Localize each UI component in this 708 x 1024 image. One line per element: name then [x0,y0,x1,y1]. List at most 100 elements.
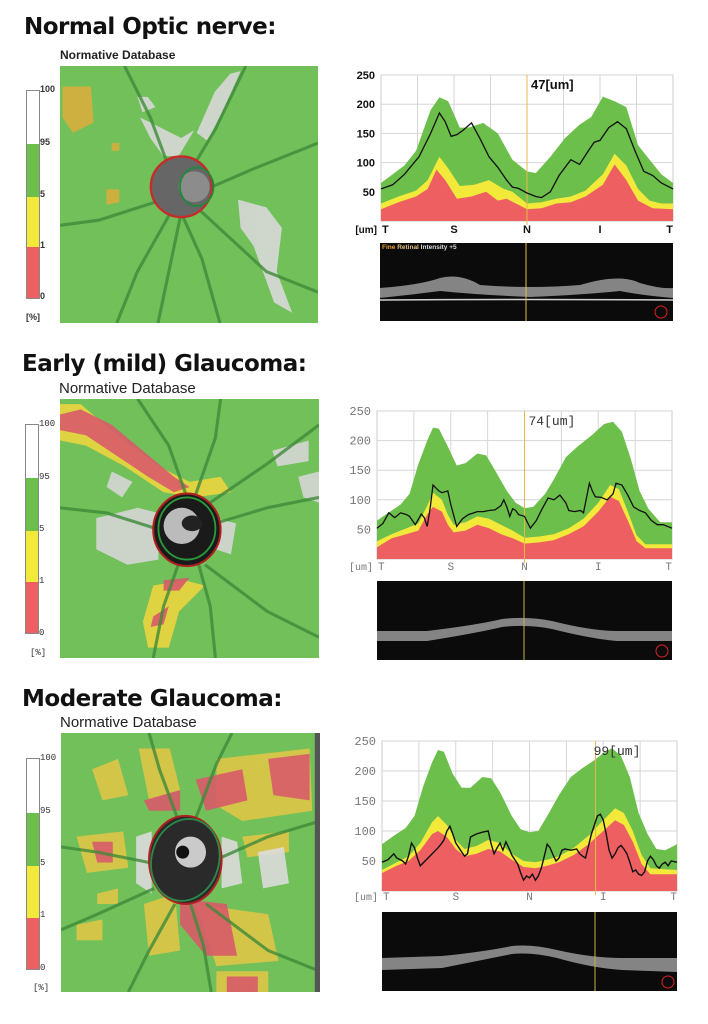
x-tick-label: T [378,562,385,574]
y-tick-label: 50 [357,523,371,537]
cup-contour [157,496,217,561]
cup-contour [179,166,215,207]
panel-title-moderate-glaucoma: Moderate Glaucoma: [22,686,283,712]
retinal-vessels [60,399,319,658]
colorbar-white-segment [26,425,38,479]
red-circle-marker [655,644,669,658]
x-tick-label: T [670,892,677,904]
retinal-layer-band [377,617,672,641]
borderline-patches [62,86,120,205]
y-tick-label: 50 [363,187,375,199]
y-tick-label: 200 [357,99,375,111]
y-tick-label: 250 [354,735,376,749]
oct-label-intensity: Intensity +5 [420,244,457,251]
y-tick-label: 50 [362,855,376,869]
percentile-band-red [382,820,677,891]
measured-thickness-line [381,813,678,882]
x-tick-label: I [600,892,607,904]
x-tick-label: T [382,224,389,236]
colorbar-tick-label: 100 [40,753,57,763]
y-axis-unit-label: [um] [349,562,373,574]
x-tick-label: T [383,892,390,904]
colorbar-tick-label: 1 [39,576,45,586]
tsnit-chart-early-glaucoma: 74[um] 50 100 150 200 250 [um] T S N I T [349,405,673,574]
cursor-value-label: 74[um] [529,414,576,429]
colorbar-tick-label: 1 [40,240,46,250]
oct-label-retinal: Retinal [397,244,419,251]
x-tick-label: S [452,892,459,904]
colorbar-white-segment [27,91,39,144]
tsnit-chart-moderate-glaucoma: 99[um] 50 100 150 200 250 [um] T S N I T [354,735,678,904]
normative-database-label: Normative Database [59,380,196,397]
colorbar-tick-label: 0 [40,291,46,301]
disc-margin-contour [152,492,222,568]
percentile-band-red [381,164,673,221]
normative-database-label: Normative Database [60,48,176,62]
colorbar-tick-label: 0 [39,628,45,638]
x-tick-label: S [450,224,457,236]
x-tick-label: T [666,224,673,236]
x-tick-label: N [521,562,528,574]
colorbar-green-segment [27,812,39,867]
x-tick-label: S [447,562,454,574]
colorbar-unit: [%] [26,312,40,322]
y-tick-label: 150 [357,128,375,140]
colorbar-red-segment [27,917,39,969]
y-tick-label: 100 [354,825,376,839]
colorbar-tick-label: 95 [39,472,50,482]
colorbar-tick-label: 5 [40,189,46,199]
percentile-band-red [377,496,672,559]
y-tick-label: 250 [357,70,375,82]
red-circle-marker [661,975,675,989]
image-border [314,733,320,992]
colorbar-tick-label: 1 [40,910,46,920]
oct-label-fine: Fine [382,244,396,251]
disc-margin-contour [148,814,223,905]
oct-bscan-moderate-glaucoma [382,912,677,991]
x-tick-label: N [526,892,533,904]
colorbar-unit: [%] [30,648,47,658]
colorbar-red-segment [26,582,38,633]
y-tick-label: 250 [349,405,371,419]
colorbar-tick-label: 5 [40,858,46,868]
panel-title-early-glaucoma: Early (mild) Glaucoma: [22,351,307,377]
cup-contour [150,818,221,902]
disc-margin-contour [149,155,213,219]
oct-bscan-normal: Fine Retinal Intensity +5 [380,243,673,321]
y-tick-label: 100 [349,494,371,508]
x-tick-label: I [598,224,601,236]
colorbar-green-segment [27,143,39,197]
y-axis-unit-label: [um] [355,225,377,236]
x-tick-label: N [523,224,531,236]
fundus-deviation-map [61,733,320,992]
tsnit-chart-normal: 47[um] 50 100 150 200 250 [um] T S N I T [355,70,674,236]
colorbar-tick-label: 5 [39,524,45,534]
x-tick-label: T [665,562,672,574]
colorbar-unit: [%] [33,983,50,993]
normative-database-label: Normative Database [60,714,197,731]
y-axis-unit-label: [um] [354,892,378,904]
colorbar-tick-label: 95 [40,137,51,147]
measured-thickness-line [380,111,674,199]
oct-bscan-early-glaucoma [377,581,672,660]
cursor-value-label: 47[um] [531,77,574,92]
percentile-colorbar [26,90,40,299]
measured-thickness-line [376,480,673,530]
percentile-colorbar [26,758,40,970]
x-tick-label: I [595,562,602,574]
y-tick-label: 200 [354,765,376,779]
colorbar-tick-label: 100 [40,84,56,94]
colorbar-white-segment [27,759,39,813]
percentile-colorbar [25,424,39,634]
colorbar-tick-label: 95 [40,806,51,816]
red-circle-marker [654,305,668,319]
y-tick-label: 100 [357,158,375,170]
retinal-vessels [61,733,320,992]
retinal-layer-band [382,945,677,972]
y-tick-label: 200 [349,435,371,449]
fundus-deviation-map [60,399,319,658]
colorbar-red-segment [27,247,39,298]
cursor-value-label: 99[um] [594,744,641,759]
colorbar-yellow-segment [27,196,39,248]
panel-title-normal: Normal Optic nerve: [24,14,276,40]
